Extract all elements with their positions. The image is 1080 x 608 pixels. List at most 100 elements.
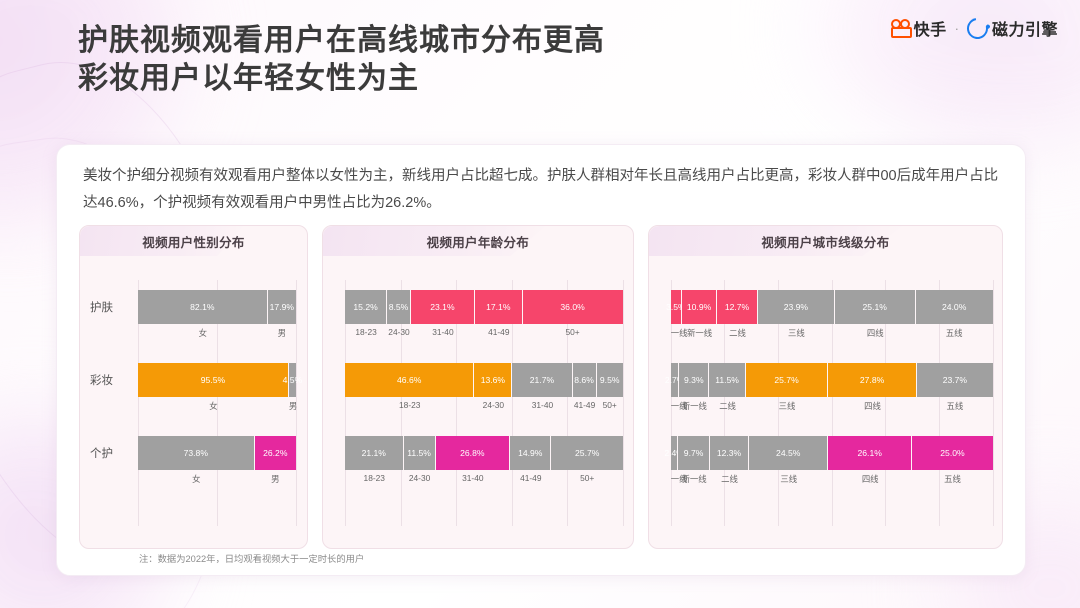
stacked-bar[interactable]: 73.8% 26.2%	[138, 436, 296, 470]
bar-segment[interactable]: 25.1%	[834, 290, 916, 324]
axis-tick-label: 五线	[945, 328, 963, 338]
bar-segment-value: 46.6%	[397, 375, 422, 385]
axis-tick-labels: 18-23 24-30 31-40 41-49 50+	[345, 327, 623, 337]
bar-segment-value: 21.7%	[529, 375, 555, 385]
bar-segment-value: 23.7%	[942, 375, 968, 385]
panel-title: 视频用户性别分布	[142, 235, 245, 250]
axis-tick-labels: 一线 新一线 二线 三线 四线 五线	[671, 473, 993, 485]
axis-tick-label: 41-49	[520, 473, 542, 483]
axis-tick-label: 男	[277, 328, 287, 338]
bar-segment[interactable]: 12.3%	[709, 436, 750, 470]
bar-segment-value: 12.7%	[724, 302, 750, 312]
bar-segment[interactable]: 25.0%	[912, 436, 993, 470]
bar-segment[interactable]: 23.1%	[410, 290, 476, 324]
bar-segment[interactable]: 26.8%	[435, 436, 511, 470]
bar-segment[interactable]: 26.1%	[828, 436, 913, 470]
axis-tick-label: 四线	[866, 328, 884, 338]
bar-segment[interactable]: 73.8%	[138, 436, 255, 470]
bar-segment[interactable]: 14.9%	[510, 436, 552, 470]
chart-panel-3: 视频用户城市线级分布 3.5% 10.9% 12.7% 23.9% 25.1% 24.0% 一…	[647, 225, 1003, 549]
chart-area: 3.5% 10.9% 12.7% 23.9% 25.1% 24.0% 一线 新一线 二线 三线 四线…	[649, 260, 1002, 540]
bar-segment[interactable]: 13.6%	[474, 363, 513, 397]
bar-segment[interactable]: 17.9%	[267, 290, 296, 324]
bar-segment[interactable]: 9.7%	[678, 436, 710, 470]
bar-segment-value: 15.2%	[353, 302, 378, 312]
bar-segment-value: 25.0%	[940, 448, 965, 458]
bar-segment[interactable]: 23.7%	[917, 363, 993, 397]
axis-tick-label: 18-23	[399, 400, 421, 410]
bar-segment[interactable]: 24.0%	[915, 290, 993, 324]
bar-segment[interactable]: 95.5%	[138, 363, 289, 397]
axis-tick-label: 二线	[729, 328, 746, 338]
axis-tick-label: 五线	[946, 401, 964, 411]
bar-segment[interactable]: 21.1%	[344, 436, 404, 470]
bar-segment[interactable]: 2.7%	[665, 363, 684, 397]
bar-segment-value: 24.0%	[941, 302, 967, 312]
footnote: 注：数据为2022年，日均观看视频大于一定时长的用户	[139, 554, 365, 564]
chart-area: 护肤 82.1% 17.9% 女男彩妆 95.5% 4.5% 女男个护 73.8% 26.2% 女…	[80, 260, 307, 540]
axis-tick-label: 50+	[602, 400, 617, 410]
bar-segment[interactable]: 8.6%	[572, 363, 597, 397]
bar-segment-value: 25.1%	[862, 302, 887, 312]
bar-segment-value: 2.4%	[664, 448, 684, 458]
bar-segment[interactable]: 4.5%	[283, 363, 302, 397]
bar-segment[interactable]: 3.5%	[666, 290, 686, 324]
bar-segment[interactable]: 23.9%	[757, 290, 835, 324]
bar-segment[interactable]: 12.7%	[717, 290, 758, 324]
axis-tick-label: 男	[271, 474, 280, 484]
ciliqingqing-logo: 磁力引擎	[962, 13, 1058, 43]
bar-segment[interactable]: 2.4%	[664, 436, 684, 470]
stacked-bar[interactable]: 15.2% 8.5% 23.1% 17.1% 36.0%	[344, 290, 623, 324]
axis-tick-label: 一线	[670, 474, 688, 484]
axis-tick-label: 31-40	[531, 400, 554, 410]
stacked-bar[interactable]: 2.7% 9.3% 11.5% 25.7% 27.8% 23.7%	[665, 363, 993, 397]
stacked-bar[interactable]: 46.6% 13.6% 21.7% 8.6% 9.5%	[344, 363, 623, 397]
bar-segment-value: 11.5%	[715, 375, 739, 385]
chart-gridlines	[344, 280, 624, 526]
gridline	[992, 280, 994, 526]
axis-tick-labels: 女男	[138, 473, 296, 485]
axis-tick-label: 一线	[670, 401, 688, 411]
page-title: 护肤视频观看用户在高线城市分布更高 彩妆用户以年轻女性为主	[78, 22, 605, 98]
panel-title: 视频用户城市线级分布	[761, 235, 890, 250]
stacked-bar[interactable]: 95.5% 4.5%	[138, 363, 302, 397]
bar-segment[interactable]: 15.2%	[344, 290, 388, 324]
bar-segment-value: 8.5%	[388, 302, 409, 312]
bar-segment[interactable]: 36.0%	[522, 290, 623, 324]
bar-segment[interactable]: 9.3%	[679, 363, 710, 397]
axis-tick-label: 四线	[864, 401, 881, 411]
bar-segment[interactable]: 24.5%	[749, 436, 829, 470]
axis-tick-labels: 18-23 24-30 31-40 41-49 50+	[345, 473, 623, 483]
bar-segment[interactable]: 25.7%	[745, 363, 829, 397]
bar-segment-value: 26.8%	[460, 448, 485, 458]
bar-segment-value: 82.1%	[190, 302, 215, 312]
axis-tick-label: 三线	[780, 474, 798, 484]
bar-segment[interactable]: 11.5%	[709, 363, 746, 397]
bar-segment-value: 2.7%	[664, 375, 685, 385]
bar-segment[interactable]: 25.7%	[551, 436, 623, 470]
page-title-line-1: 护肤视频观看用户在高线城市分布更高	[78, 24, 605, 57]
bar-segment-value: 9.5%	[599, 375, 620, 385]
bar-segment-value: 17.9%	[269, 302, 295, 312]
stacked-bar[interactable]: 82.1% 17.9%	[138, 290, 296, 324]
bar-segment-value: 25.7%	[575, 448, 600, 458]
bar-segment[interactable]: 26.2%	[254, 436, 296, 470]
stacked-bar[interactable]: 3.5% 10.9% 12.7% 23.9% 25.1% 24.0%	[666, 290, 993, 324]
bar-segment[interactable]: 46.6%	[344, 363, 475, 397]
gridline	[400, 280, 402, 526]
panel-tab-shape	[80, 226, 307, 256]
bar-segment[interactable]: 82.1%	[138, 290, 268, 324]
bar-segment[interactable]: 10.9%	[682, 290, 718, 324]
bar-segment[interactable]: 27.8%	[828, 363, 918, 397]
stacked-bar[interactable]: 21.1% 11.5% 26.8% 14.9% 25.7%	[344, 436, 623, 470]
bar-segment[interactable]: 17.1%	[475, 290, 523, 324]
bar-segment[interactable]: 21.7%	[512, 363, 573, 397]
bar-segment[interactable]: 9.5%	[596, 363, 623, 397]
bar-segment-value: 73.8%	[183, 448, 208, 458]
bar-segment[interactable]: 11.5%	[403, 436, 436, 470]
chart-panel-1: 视频用户性别分布 护肤 82.1% 17.9% 女男彩妆 95.5% 4.5% 女男个护 73.…	[79, 225, 308, 549]
bar-segment[interactable]: 8.5%	[387, 290, 411, 324]
axis-tick-label: 31-40	[432, 327, 454, 337]
stacked-bar[interactable]: 2.4% 9.7% 12.3% 24.5% 26.1% 25.0%	[664, 436, 993, 470]
bar-segment-value: 8.6%	[574, 375, 594, 385]
